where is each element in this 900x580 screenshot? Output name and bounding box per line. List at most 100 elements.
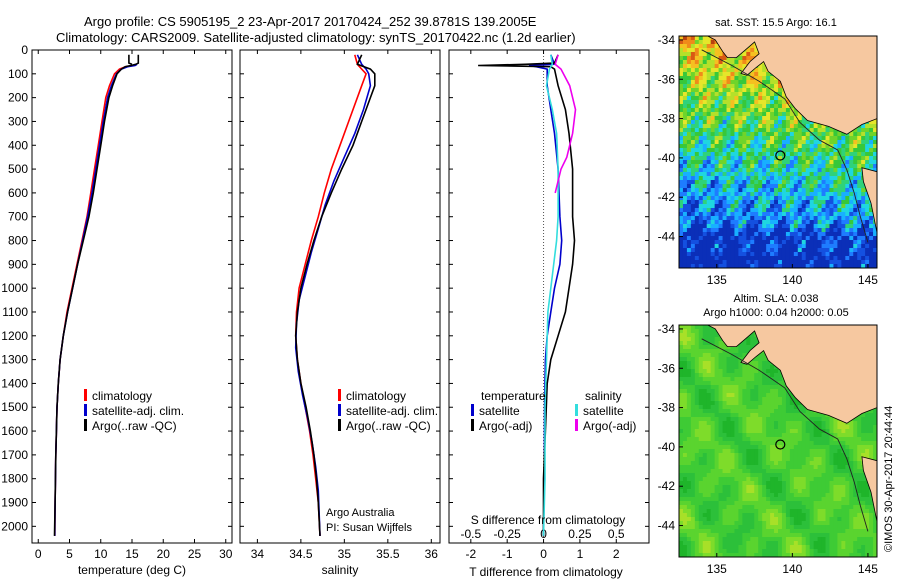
map-cell [821,168,827,173]
map-cell [774,148,779,153]
map-cell [714,349,720,354]
x-tick-label: 20 [157,547,171,561]
map-cell [829,228,835,233]
map-cell [841,156,846,161]
map-cell [710,397,716,402]
map-cell [833,140,838,145]
map-cell [809,184,815,189]
map-cell [774,124,779,129]
map-cell [758,104,763,109]
map-cell [746,248,751,253]
map-cell [797,152,803,157]
legend-label: Argo(-adj) [479,419,532,433]
map-cell [718,365,724,370]
map-cell [686,204,692,209]
map-cell [722,232,728,237]
map-cell [861,256,866,261]
map-cell [714,429,720,434]
map-cell [714,72,720,77]
map-cell [789,409,795,414]
title-line1: Argo profile: CS 5905195_2 23-Apr-2017 2… [84,14,537,29]
map-cell [726,405,732,410]
map-cell [718,413,724,418]
map-cell [821,417,827,422]
map-cell [837,200,842,205]
map-cell [821,216,827,221]
map-cell [734,349,739,354]
map-cell [817,248,823,253]
map-cell [742,232,747,237]
map-cell [845,228,850,233]
map-cell [873,453,877,458]
map-cell [702,425,708,430]
map-cell [686,349,692,354]
map-cell [694,156,700,161]
map-cell [742,128,747,133]
map-cell [837,184,842,189]
map-cell [778,192,783,197]
map-cell [746,140,751,145]
map-cell [722,345,728,350]
map-cell [762,256,767,261]
map-cell [774,216,779,221]
map-cell [718,353,724,358]
map-cell [702,36,708,41]
map-cell [837,168,842,173]
map-cell [679,325,684,330]
map-cell [774,461,779,466]
map-cell [722,208,728,213]
map-cell [682,172,688,177]
map-cell [861,453,866,458]
map-cell [702,60,708,65]
map-cell [821,465,827,470]
map-cell [718,68,724,73]
map-cell [829,176,835,181]
map-cell [698,108,704,113]
map-cell [734,421,739,426]
map-cell [690,260,696,265]
map-cell [785,417,791,422]
map-cell [841,236,846,241]
map-cell [734,68,739,73]
map-cell [742,156,747,161]
map-cell [698,180,704,185]
map-cell [785,168,791,173]
map-cell [766,148,771,153]
map-cell [702,385,708,390]
map-cell [797,136,803,141]
map-cell [781,172,787,177]
map-cell [714,132,720,137]
map-cell [845,188,850,193]
map-cell [758,168,763,173]
map-cell [734,200,739,205]
map-cell [762,168,767,173]
map-cell [829,244,835,249]
map-cell [865,136,870,141]
map-frame [678,35,878,269]
map-cell [746,252,751,257]
map-cell [825,216,831,221]
map-cell [686,401,692,406]
map-cell [817,236,823,241]
map-cell [813,244,819,249]
map-cell [734,361,739,366]
map-cell [746,144,751,149]
map-cell [742,224,747,229]
map-cell [758,64,763,69]
map-cell [722,445,728,450]
map-cell [746,80,751,85]
map-cell [746,152,751,157]
map-cell [813,188,819,193]
map-cell [797,156,803,161]
map-cell [698,357,704,362]
map-cell [785,248,791,253]
map-cell [829,212,835,217]
map-cell [722,361,728,366]
map-cell [718,429,724,434]
map-cell [781,180,787,185]
map-cell [690,409,696,414]
map-cell [853,453,858,458]
map-cell [702,393,708,398]
map-cell [742,369,747,374]
map-cell [865,413,870,418]
